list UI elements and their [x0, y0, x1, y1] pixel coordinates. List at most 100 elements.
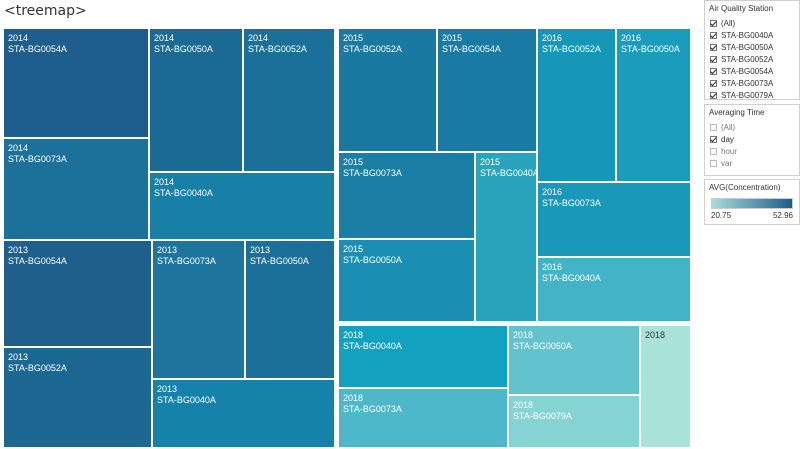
filter-option-label: STA-BG0073A [721, 78, 774, 88]
cell-year-label: 2018 [343, 393, 364, 403]
cell-year-label: 2016 [542, 33, 563, 43]
cell-station-label: STA-BG0054A [8, 44, 67, 54]
filter-option[interactable]: STA-BG0040A [705, 29, 799, 41]
cell-year-label: 2014 [8, 33, 29, 43]
filter-option[interactable]: STA-BG0079A [705, 89, 799, 101]
filter-option-label: day [721, 134, 734, 144]
cell-year-label: 2013 [8, 245, 29, 255]
treemap-cell[interactable]: 2018 [640, 325, 691, 448]
cell-station-label: STA-BG0040A [154, 188, 213, 198]
treemap-cell[interactable]: 2016 STA-BG0040A [537, 257, 691, 322]
cell-station-label: STA-BG0052A [343, 44, 402, 54]
cell-year-label: 2018 [343, 330, 364, 340]
treemap-cell[interactable]: 2016 STA-BG0052A [537, 28, 616, 182]
cell-year-label: 2016 [621, 33, 642, 43]
filter-option[interactable]: STA-BG0050A [705, 41, 799, 53]
filter-option[interactable]: day [705, 133, 799, 145]
treemap-cell[interactable]: 2018 STA-BG0050A [508, 325, 640, 395]
treemap-cell[interactable]: 2016 STA-BG0073A [537, 182, 691, 257]
treemap-cell[interactable]: 2013 STA-BG0040A [152, 379, 335, 448]
filter-option[interactable]: STA-BG0052A [705, 53, 799, 65]
cell-year-label: 2014 [154, 33, 175, 43]
checkbox-checked-icon[interactable] [710, 19, 717, 27]
averaging-filter-card: Averaging Time (All) day hour var [704, 104, 800, 176]
checkbox-checked-icon[interactable] [710, 135, 717, 143]
cell-station-label: STA-BG0073A [343, 404, 402, 414]
cell-station-label: STA-BG0050A [621, 44, 680, 54]
cell-station-label: STA-BG0040A [157, 395, 216, 405]
averaging-filter-title: Averaging Time [709, 108, 765, 117]
filter-option[interactable]: (All) [705, 121, 799, 133]
filter-option-label: hour [721, 146, 738, 156]
filter-option[interactable]: var [705, 157, 799, 169]
cell-station-label: STA-BG0050A [513, 341, 572, 351]
checkbox-checked-icon[interactable] [710, 67, 717, 75]
treemap-cell[interactable]: 2015 STA-BG0054A [437, 28, 537, 152]
color-legend-card: AVG(Concentration) 20.75 52.96 [704, 179, 800, 225]
treemap-cell[interactable]: 2018 STA-BG0079A [508, 395, 640, 448]
checkbox-checked-icon[interactable] [710, 43, 717, 51]
filter-option-label: STA-BG0050A [721, 42, 774, 52]
filter-option-label: (All) [721, 122, 736, 132]
treemap-cell[interactable]: 2018 STA-BG0073A [338, 388, 508, 448]
filter-option-label: var [721, 158, 733, 168]
cell-station-label: STA-BG0073A [542, 198, 601, 208]
filter-option[interactable]: STA-BG0073A [705, 77, 799, 89]
cell-station-label: STA-BG0073A [157, 256, 216, 266]
cell-year-label: 2014 [248, 33, 269, 43]
cell-station-label: STA-BG0050A [343, 255, 402, 265]
cell-year-label: 2013 [157, 245, 178, 255]
filter-option-label: STA-BG0079A [721, 90, 774, 100]
treemap-cell[interactable]: 2016 STA-BG0050A [616, 28, 691, 182]
treemap-cell[interactable]: 2013 STA-BG0050A [245, 240, 335, 379]
cell-year-label: 2015 [442, 33, 463, 43]
treemap-cell[interactable]: 2014 STA-BG0050A [149, 28, 243, 172]
legend-title: AVG(Concentration) [709, 183, 781, 192]
cell-station-label: STA-BG0073A [8, 154, 67, 164]
cell-year-label: 2018 [513, 330, 534, 340]
station-filter-card: Air Quality Station (All) STA-BG0040A STA-… [704, 0, 800, 100]
treemap-cell[interactable]: 2013 STA-BG0054A [3, 240, 152, 347]
filter-option-label: (All) [721, 18, 736, 28]
treemap-cell[interactable]: 2014 STA-BG0054A [3, 28, 149, 138]
treemap-cell[interactable]: 2015 STA-BG0052A [338, 28, 437, 152]
filter-option-label: STA-BG0052A [721, 54, 774, 64]
averaging-filter-options: (All) day hour var [705, 121, 799, 169]
cell-year-label: 2013 [250, 245, 271, 255]
checkbox-unchecked-icon[interactable] [710, 123, 717, 131]
filter-option-label: STA-BG0054A [721, 66, 774, 76]
legend-min-value: 20.75 [711, 211, 732, 220]
cell-station-label: STA-BG0052A [248, 44, 307, 54]
cell-year-label: 2013 [157, 384, 178, 394]
cell-station-label: STA-BG0079A [513, 411, 572, 421]
treemap-cell[interactable]: 2015 STA-BG0050A [338, 239, 475, 322]
checkbox-checked-icon[interactable] [710, 31, 717, 39]
treemap-cell[interactable]: 2014 STA-BG0040A [149, 172, 335, 240]
treemap-cell[interactable]: 2013 STA-BG0073A [152, 240, 245, 379]
cell-year-label: 2018 [513, 400, 534, 410]
treemap-cell[interactable]: 2015 STA-BG0040A [475, 152, 537, 322]
treemap-cell[interactable]: 2018 STA-BG0040A [338, 325, 508, 388]
filter-option[interactable]: STA-BG0054A [705, 65, 799, 77]
filter-option[interactable]: (All) [705, 17, 799, 29]
treemap-cell[interactable]: 2013 STA-BG0052A [3, 347, 152, 448]
cell-year-label: 2015 [343, 33, 364, 43]
checkbox-checked-icon[interactable] [710, 55, 717, 63]
treemap-cell[interactable]: 2014 STA-BG0052A [243, 28, 335, 172]
treemap-cell[interactable]: 2015 STA-BG0073A [338, 152, 475, 239]
cell-year-label: 2013 [8, 352, 29, 362]
cell-station-label: STA-BG0054A [8, 256, 67, 266]
checkbox-unchecked-icon[interactable] [710, 159, 717, 167]
checkbox-unchecked-icon[interactable] [710, 147, 717, 155]
cell-year-label: 2015 [480, 157, 501, 167]
sheet-title: <treemap> [4, 3, 87, 19]
cell-year-label: 2014 [154, 177, 175, 187]
cell-year-label: 2015 [343, 157, 364, 167]
station-filter-title: Air Quality Station [709, 4, 774, 13]
cell-station-label: STA-BG0040A [343, 341, 402, 351]
checkbox-checked-icon[interactable] [710, 91, 717, 99]
checkbox-checked-icon[interactable] [710, 79, 717, 87]
filter-option[interactable]: hour [705, 145, 799, 157]
legend-max-value: 52.96 [772, 211, 793, 220]
treemap-cell[interactable]: 2014 STA-BG0073A [3, 138, 149, 240]
